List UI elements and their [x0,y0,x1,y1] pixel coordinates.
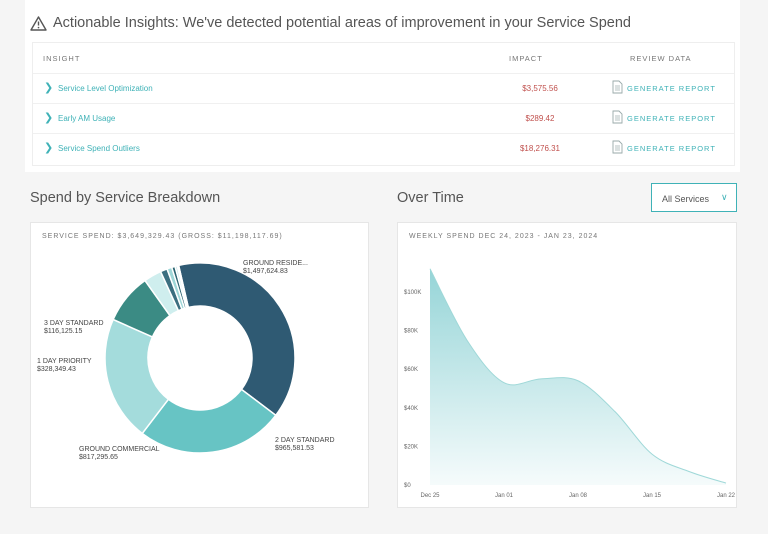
warning-triangle-icon [30,15,47,31]
insight-link[interactable]: Service Spend Outliers [58,144,140,153]
x-tick-label: Jan 01 [495,493,514,499]
donut-label-value: $1,497,624.83 [243,268,288,275]
generate-report-link[interactable]: GENERATE REPORT [627,84,716,93]
service-spend-subtitle: SERVICE SPEND: $3,649,329.43 (GROSS: $11… [42,233,283,240]
donut-label-name: 1 DAY PRIORITY [37,358,92,365]
donut-label-value: $965,581.53 [275,445,314,452]
impact-value: $289.42 [525,114,555,123]
donut-chart: GROUND RESIDE...$1,497,624.83 2 DAY STAND… [37,260,335,461]
x-tick-label: Jan 15 [643,493,662,499]
alert-title-text: Actionable Insights: We've detected pote… [53,15,631,31]
impact-value: $18,276.31 [519,144,561,153]
x-tick-label: Jan 22 [717,493,736,499]
area-line [429,268,727,484]
area-fill [430,268,726,485]
document-icon[interactable] [612,140,623,154]
over-time-title: Over Time [397,190,464,206]
chevron-right-icon[interactable]: ❯ [44,112,54,124]
chevron-right-icon[interactable]: ❯ [44,142,54,154]
chevron-down-icon: ∨ [721,192,728,202]
service-filter-value: All Services [662,194,710,204]
table-row[interactable]: ❯ Early AM Usage $289.42 GENERATE REPORT [33,103,734,133]
service-filter-select[interactable]: All Services ∨ [651,183,737,212]
header-review-data: REVIEW DATA [630,54,692,63]
donut-label-value: $116,125.15 [44,328,83,335]
donut-slice[interactable] [141,388,277,454]
x-tick-label: Jan 08 [569,493,588,499]
x-tick-label: Dec 25 [420,493,440,499]
table-row[interactable]: ❯ Service Spend Outliers $18,276.31 GENE… [33,133,734,163]
chevron-right-icon[interactable]: ❯ [44,82,54,94]
donut-label-name: 2 DAY STANDARD [275,437,335,444]
actionable-insights-section: Actionable Insights: We've detected pote… [25,0,740,172]
donut-label-name: 3 DAY STANDARD [44,320,104,327]
donut-label-value: $817,295.65 [79,454,118,461]
donut-slice[interactable] [177,262,296,417]
donut-slice[interactable] [176,264,190,309]
breakdown-panel: SERVICE SPEND: $3,649,329.43 (GROSS: $11… [30,222,369,508]
table-row[interactable]: ❯ Service Level Optimization $3,575.56 G… [33,73,734,103]
donut-label-value: $328,349.43 [37,366,76,373]
donut-label-name: GROUND COMMERCIAL [79,446,160,453]
weekly-spend-subtitle: WEEKLY SPEND DEC 24, 2023 - JAN 23, 2024 [409,233,599,240]
over-time-panel: WEEKLY SPEND DEC 24, 2023 - JAN 23, 2024… [397,222,737,508]
y-tick-label: $20K [404,444,418,450]
impact-value: $3,575.56 [522,84,558,93]
donut-label-name: GROUND RESIDE... [243,260,308,267]
area-chart: $0 $20K $40K $60K $80K $100K Dec 25 Jan 01 Jan 0… [404,268,736,499]
insight-link[interactable]: Service Level Optimization [58,84,153,93]
alert-title: Actionable Insights: We've detected pote… [30,15,631,31]
document-icon[interactable] [612,110,623,124]
document-icon[interactable] [612,80,623,94]
y-tick-label: $60K [404,367,418,373]
insight-link[interactable]: Early AM Usage [58,114,116,123]
y-tick-label: $0 [404,483,411,489]
breakdown-title: Spend by Service Breakdown [30,190,221,206]
insights-table: INSIGHT IMPACT REVIEW DATA ❯ Service Lev… [32,42,735,166]
y-tick-label: $80K [404,329,418,335]
generate-report-link[interactable]: GENERATE REPORT [627,114,716,123]
y-tick-label: $100K [404,290,421,296]
generate-report-link[interactable]: GENERATE REPORT [627,144,716,153]
y-tick-label: $40K [404,406,418,412]
header-impact: IMPACT [509,54,543,63]
header-insight: INSIGHT [43,54,81,63]
